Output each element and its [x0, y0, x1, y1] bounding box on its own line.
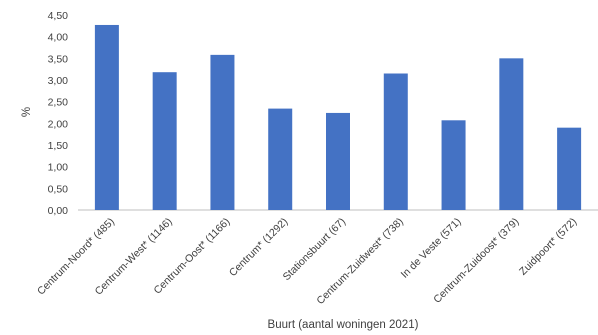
bar	[557, 127, 582, 210]
bar	[268, 108, 293, 210]
y-tick-label: 2,50	[48, 97, 69, 109]
x-tick-label: Zuidpoort* (572)	[517, 216, 579, 278]
y-axis-title: %	[21, 107, 33, 117]
bar	[94, 24, 119, 210]
x-tick-label: Stationsbuurt (67)	[281, 216, 349, 284]
bar	[210, 54, 235, 210]
bar	[383, 73, 408, 210]
y-tick-label: 3,00	[48, 75, 69, 87]
y-tick-label: 2,00	[48, 118, 69, 130]
bar	[441, 120, 466, 210]
bar	[499, 58, 524, 211]
y-tick-label: 1,50	[48, 140, 69, 152]
y-tick-label: 1,00	[48, 162, 69, 174]
x-axis-ticks: Centrum-Noord* (485)Centrum-West* (1146)…	[35, 216, 579, 307]
y-tick-label: 0,00	[48, 205, 69, 217]
y-tick-label: 4,50	[48, 10, 69, 22]
bar	[326, 112, 350, 210]
y-tick-label: 0,50	[48, 183, 69, 195]
bar	[152, 72, 177, 210]
bars	[94, 24, 582, 211]
x-axis-title: Buurt (aantal woningen 2021)	[268, 319, 419, 331]
x-tick-label: Centrum* (1292)	[227, 216, 290, 279]
y-axis-ticks: 0,00 0,50 1,00 1,50 2,00 2,50 3,00 3,50 4,00 4,50	[48, 10, 69, 217]
y-tick-label: 4,00	[48, 32, 69, 44]
y-tick-label: 3,50	[48, 53, 69, 65]
x-tick-label: In de Veste (571)	[399, 216, 464, 281]
